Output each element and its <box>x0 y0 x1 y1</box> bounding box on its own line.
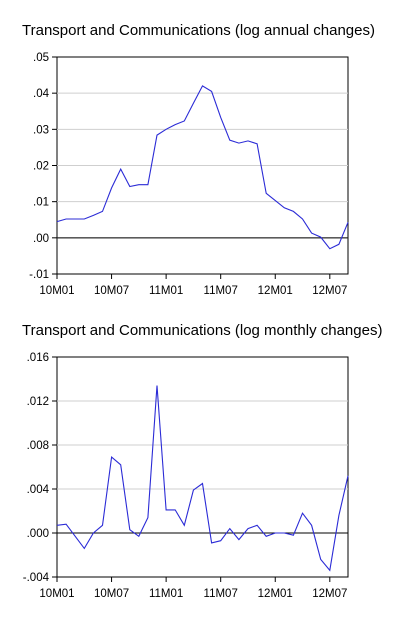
x-tick-label: 11M01 <box>149 285 183 297</box>
x-tick-label: 10M01 <box>39 285 74 297</box>
x-tick-label: 10M07 <box>94 285 129 297</box>
x-tick-label: 12M01 <box>258 588 293 600</box>
y-tick-label: .05 <box>33 52 49 64</box>
y-tick-label: .01 <box>33 197 49 209</box>
y-tick-label: .012 <box>27 396 49 408</box>
chart-title: Transport and Communications (log monthl… <box>22 322 383 339</box>
y-tick-label: .004 <box>27 484 50 496</box>
x-tick-label: 10M01 <box>39 588 74 600</box>
plot-frame <box>56 356 349 578</box>
series-line <box>56 385 349 572</box>
x-tick-label: 11M07 <box>204 588 238 600</box>
x-tick-label: 12M07 <box>312 285 347 297</box>
y-tick-label: .02 <box>33 161 49 173</box>
y-tick-label: .008 <box>27 440 49 452</box>
y-tick-label: -.004 <box>23 572 50 584</box>
x-tick-label: 12M01 <box>258 285 293 297</box>
y-tick-label: .000 <box>27 528 49 540</box>
x-tick-label: 10M07 <box>94 588 129 600</box>
chart-title: Transport and Communications (log annual… <box>22 22 375 39</box>
y-tick-label: .04 <box>33 88 50 100</box>
y-tick-label: .016 <box>27 352 49 364</box>
x-tick-label: 12M07 <box>312 588 347 600</box>
y-tick-label: .00 <box>33 233 49 245</box>
series-line <box>56 85 349 250</box>
x-tick-label: 11M07 <box>204 285 238 297</box>
y-tick-label: -.01 <box>29 269 49 281</box>
y-tick-label: .03 <box>33 124 49 136</box>
x-tick-label: 11M01 <box>149 588 183 600</box>
